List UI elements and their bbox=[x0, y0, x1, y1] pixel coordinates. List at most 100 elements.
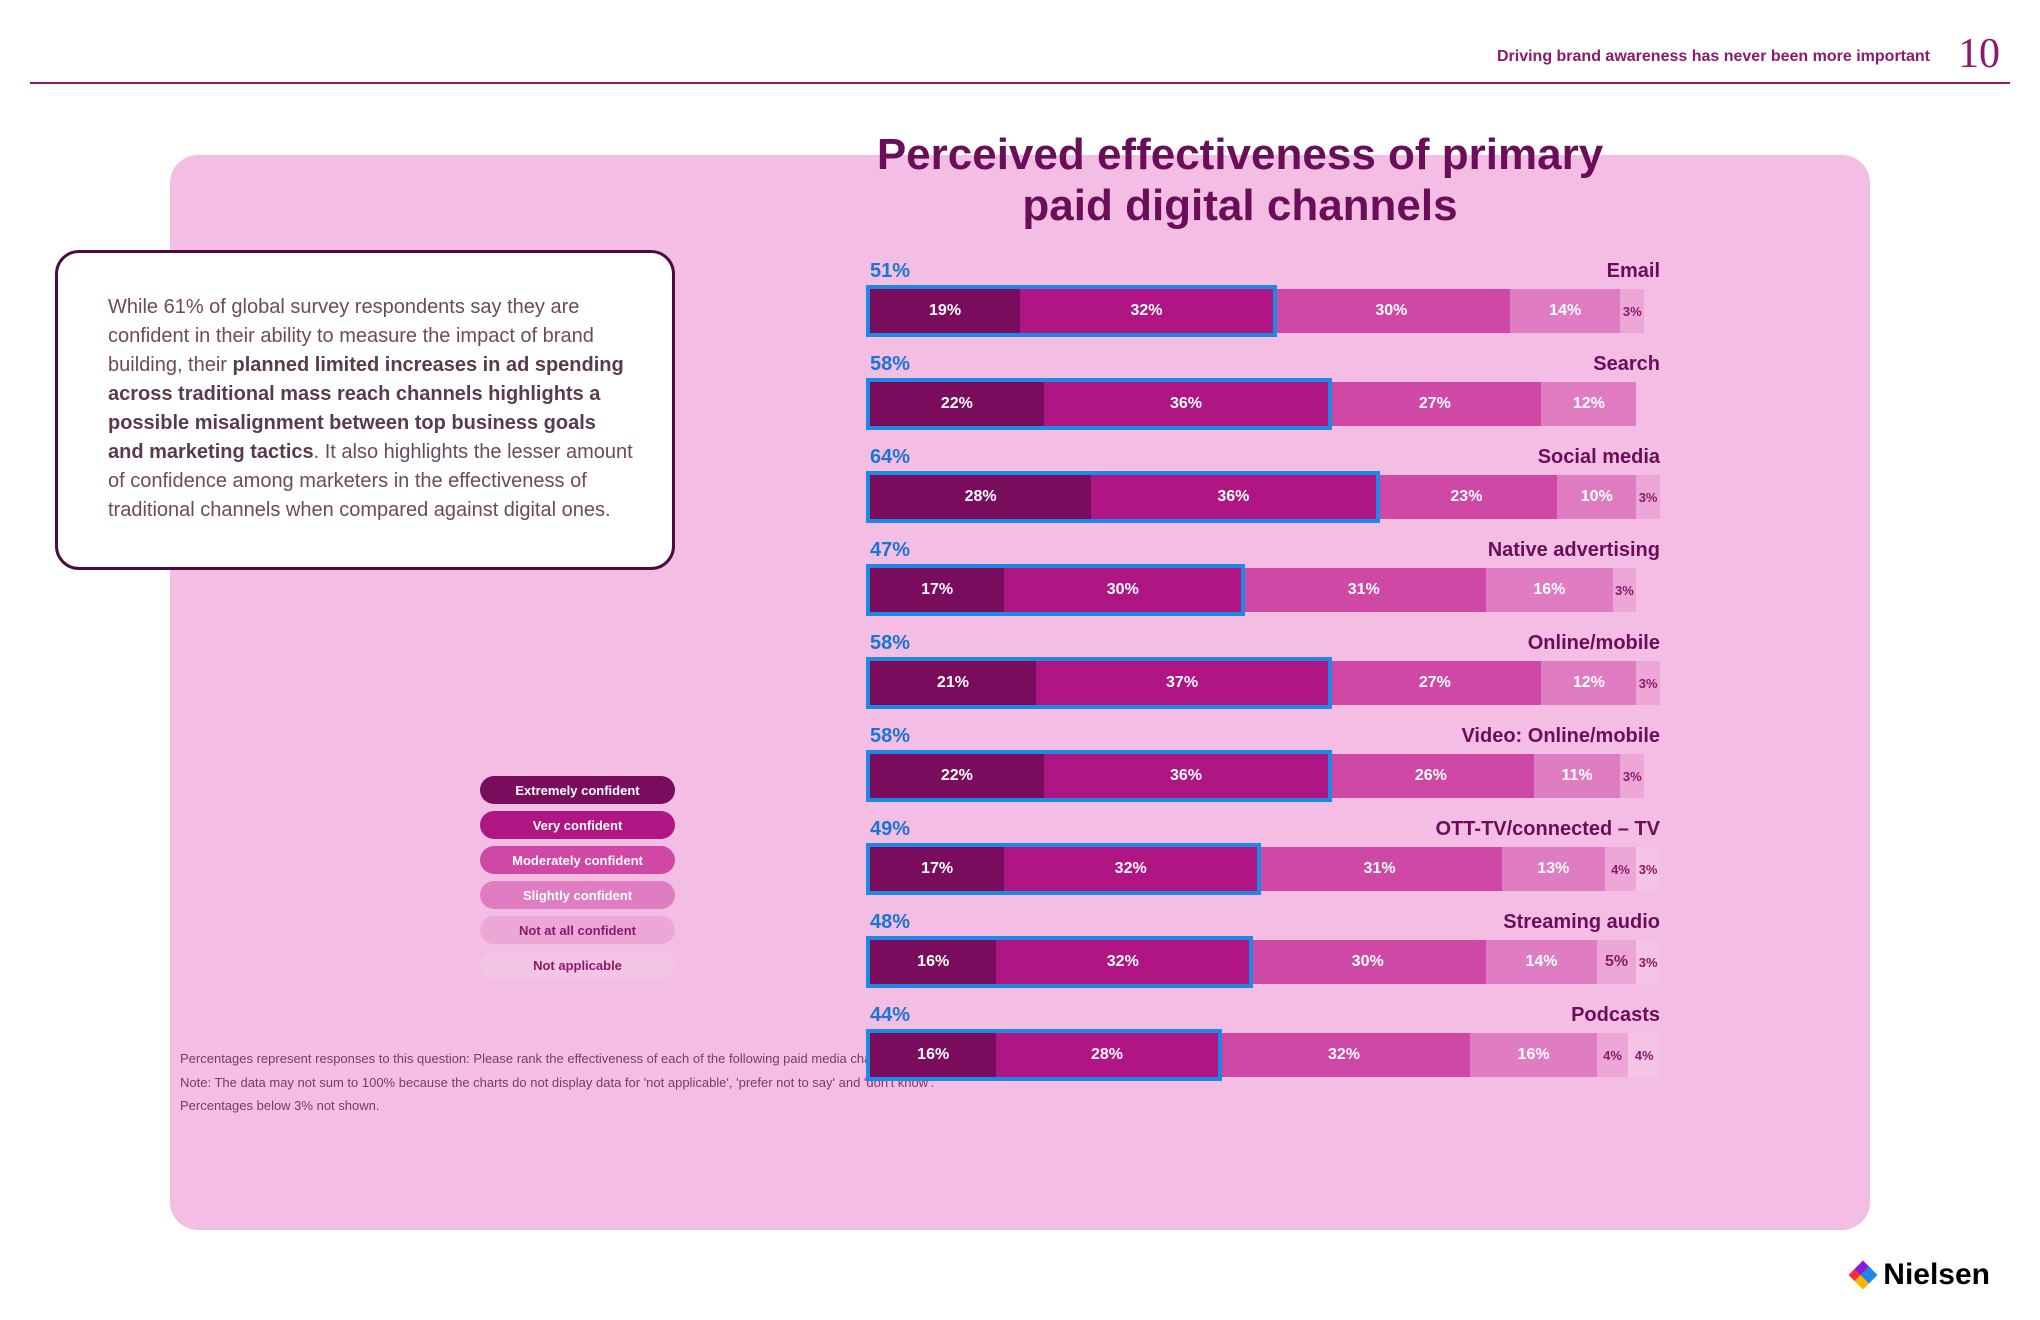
row-sum-label: 51% bbox=[870, 260, 910, 283]
bar-segment: 27% bbox=[1328, 382, 1541, 426]
row-channel-label: Video: Online/mobile bbox=[1461, 725, 1660, 748]
bar-segment: 12% bbox=[1541, 382, 1636, 426]
bar-segment: 11% bbox=[1534, 754, 1621, 798]
bar-segment: 37% bbox=[1036, 661, 1328, 705]
row-sum-label: 58% bbox=[870, 353, 910, 376]
bar-segment: 31% bbox=[1257, 847, 1502, 891]
logo-mark-icon bbox=[1849, 1261, 1877, 1289]
chart-row: 51% Email 19%32%30%14%3% bbox=[870, 260, 1660, 333]
chart-row: 48% Streaming audio 16%32%30%14%5%3% bbox=[870, 911, 1660, 984]
stacked-bar: 28%36%23%10%3% bbox=[870, 475, 1660, 519]
bar-segment: 3% bbox=[1636, 847, 1660, 891]
bar-segment: 5% bbox=[1597, 940, 1637, 984]
legend-item: Extremely confident bbox=[480, 776, 675, 804]
bar-segment: 22% bbox=[870, 382, 1044, 426]
bar-segment: 30% bbox=[1004, 568, 1241, 612]
legend-item: Moderately confident bbox=[480, 846, 675, 874]
bar-segment: 30% bbox=[1273, 289, 1510, 333]
page-number: 10 bbox=[1958, 30, 2000, 78]
bar-segment: 28% bbox=[870, 475, 1091, 519]
row-channel-label: Search bbox=[1593, 353, 1660, 376]
header-tagline: Driving brand awareness has never been m… bbox=[1497, 48, 1930, 66]
bar-segment: 32% bbox=[1004, 847, 1257, 891]
bar-segment: 19% bbox=[870, 289, 1020, 333]
stacked-bar: 22%36%26%11%3% bbox=[870, 754, 1660, 798]
row-sum-label: 58% bbox=[870, 632, 910, 655]
chart-title: Perceived effectiveness of primary paid … bbox=[870, 130, 1610, 231]
header-rule bbox=[30, 82, 2010, 84]
row-sum-label: 49% bbox=[870, 818, 910, 841]
legend-item: Slightly confident bbox=[480, 881, 675, 909]
logo-text: Nielsen bbox=[1883, 1258, 1990, 1292]
bar-segment: 17% bbox=[870, 568, 1004, 612]
row-sum-label: 44% bbox=[870, 1004, 910, 1027]
bar-segment: 17% bbox=[870, 847, 1004, 891]
bar-segment: 32% bbox=[1218, 1033, 1471, 1077]
bar-segment: 3% bbox=[1636, 475, 1660, 519]
chart-row: 47% Native advertising 17%30%31%16%3% bbox=[870, 539, 1660, 612]
bar-segment: 16% bbox=[870, 940, 996, 984]
bar-segment: 36% bbox=[1044, 754, 1328, 798]
row-channel-label: Online/mobile bbox=[1528, 632, 1660, 655]
bar-segment: 21% bbox=[870, 661, 1036, 705]
bar-segment: 32% bbox=[1020, 289, 1273, 333]
brand-logo: Nielsen bbox=[1849, 1258, 1990, 1292]
row-channel-label: Email bbox=[1607, 260, 1660, 283]
stacked-bar: 22%36%27%12% bbox=[870, 382, 1660, 426]
bar-segment: 4% bbox=[1597, 1033, 1629, 1077]
row-channel-label: Native advertising bbox=[1488, 539, 1660, 562]
bar-segment: 36% bbox=[1091, 475, 1375, 519]
row-sum-label: 64% bbox=[870, 446, 910, 469]
bar-segment: 3% bbox=[1636, 940, 1660, 984]
callout-box: While 61% of global survey respondents s… bbox=[55, 250, 675, 570]
chart-row: 58% Search 22%36%27%12% bbox=[870, 353, 1660, 426]
bar-segment: 3% bbox=[1636, 661, 1660, 705]
row-channel-label: Streaming audio bbox=[1503, 911, 1660, 934]
bar-segment: 14% bbox=[1510, 289, 1621, 333]
chart-row: 64% Social media 28%36%23%10%3% bbox=[870, 446, 1660, 519]
bar-segment: 4% bbox=[1628, 1033, 1660, 1077]
stacked-bar: 17%30%31%16%3% bbox=[870, 568, 1660, 612]
stacked-bar: 16%28%32%16%4%4% bbox=[870, 1033, 1660, 1077]
row-channel-label: Podcasts bbox=[1571, 1004, 1660, 1027]
legend-item: Not at all confident bbox=[480, 916, 675, 944]
stacked-bar: 21%37%27%12%3% bbox=[870, 661, 1660, 705]
legend-item: Not applicable bbox=[480, 951, 675, 979]
row-sum-label: 47% bbox=[870, 539, 910, 562]
row-channel-label: Social media bbox=[1538, 446, 1660, 469]
bar-segment: 12% bbox=[1541, 661, 1636, 705]
row-channel-label: OTT-TV/connected – TV bbox=[1436, 818, 1660, 841]
bar-segment: 22% bbox=[870, 754, 1044, 798]
bar-segment: 36% bbox=[1044, 382, 1328, 426]
row-sum-label: 48% bbox=[870, 911, 910, 934]
bar-segment: 23% bbox=[1376, 475, 1558, 519]
bar-segment: 16% bbox=[1486, 568, 1612, 612]
bar-segment: 27% bbox=[1328, 661, 1541, 705]
bar-segment: 26% bbox=[1328, 754, 1533, 798]
chart-row: 44%Podcasts16%28%32%16%4%4% bbox=[870, 1004, 1660, 1077]
bar-segment: 16% bbox=[870, 1033, 996, 1077]
legend: Extremely confident Very confident Moderat… bbox=[480, 776, 675, 986]
bar-segment: 32% bbox=[996, 940, 1249, 984]
chart-row: 49% OTT-TV/connected – TV 17%32%31%13%4%3% bbox=[870, 818, 1660, 891]
bar-segment: 31% bbox=[1241, 568, 1486, 612]
chart-row: 58% Video: Online/mobile 22%36%26%11%3% bbox=[870, 725, 1660, 798]
chart-area: 51%Email19%32%30%14%3%58%Search22%36%27%… bbox=[870, 260, 1660, 1097]
bar-segment: 3% bbox=[1620, 289, 1644, 333]
bar-segment: 10% bbox=[1557, 475, 1636, 519]
legend-item: Very confident bbox=[480, 811, 675, 839]
bar-segment: 13% bbox=[1502, 847, 1605, 891]
bar-segment: 16% bbox=[1470, 1033, 1596, 1077]
bar-segment: 14% bbox=[1486, 940, 1597, 984]
callout-text: While 61% of global survey respondents s… bbox=[108, 293, 636, 525]
bar-segment: 3% bbox=[1613, 568, 1637, 612]
row-sum-label: 58% bbox=[870, 725, 910, 748]
bar-segment: 28% bbox=[996, 1033, 1217, 1077]
stacked-bar: 16%32%30%14%5%3% bbox=[870, 940, 1660, 984]
stacked-bar: 19%32%30%14%3% bbox=[870, 289, 1660, 333]
stacked-bar: 17%32%31%13%4%3% bbox=[870, 847, 1660, 891]
bar-segment: 30% bbox=[1249, 940, 1486, 984]
bar-segment: 3% bbox=[1620, 754, 1644, 798]
bar-segment: 4% bbox=[1605, 847, 1637, 891]
chart-row: 58% Online/mobile 21%37%27%12%3% bbox=[870, 632, 1660, 705]
